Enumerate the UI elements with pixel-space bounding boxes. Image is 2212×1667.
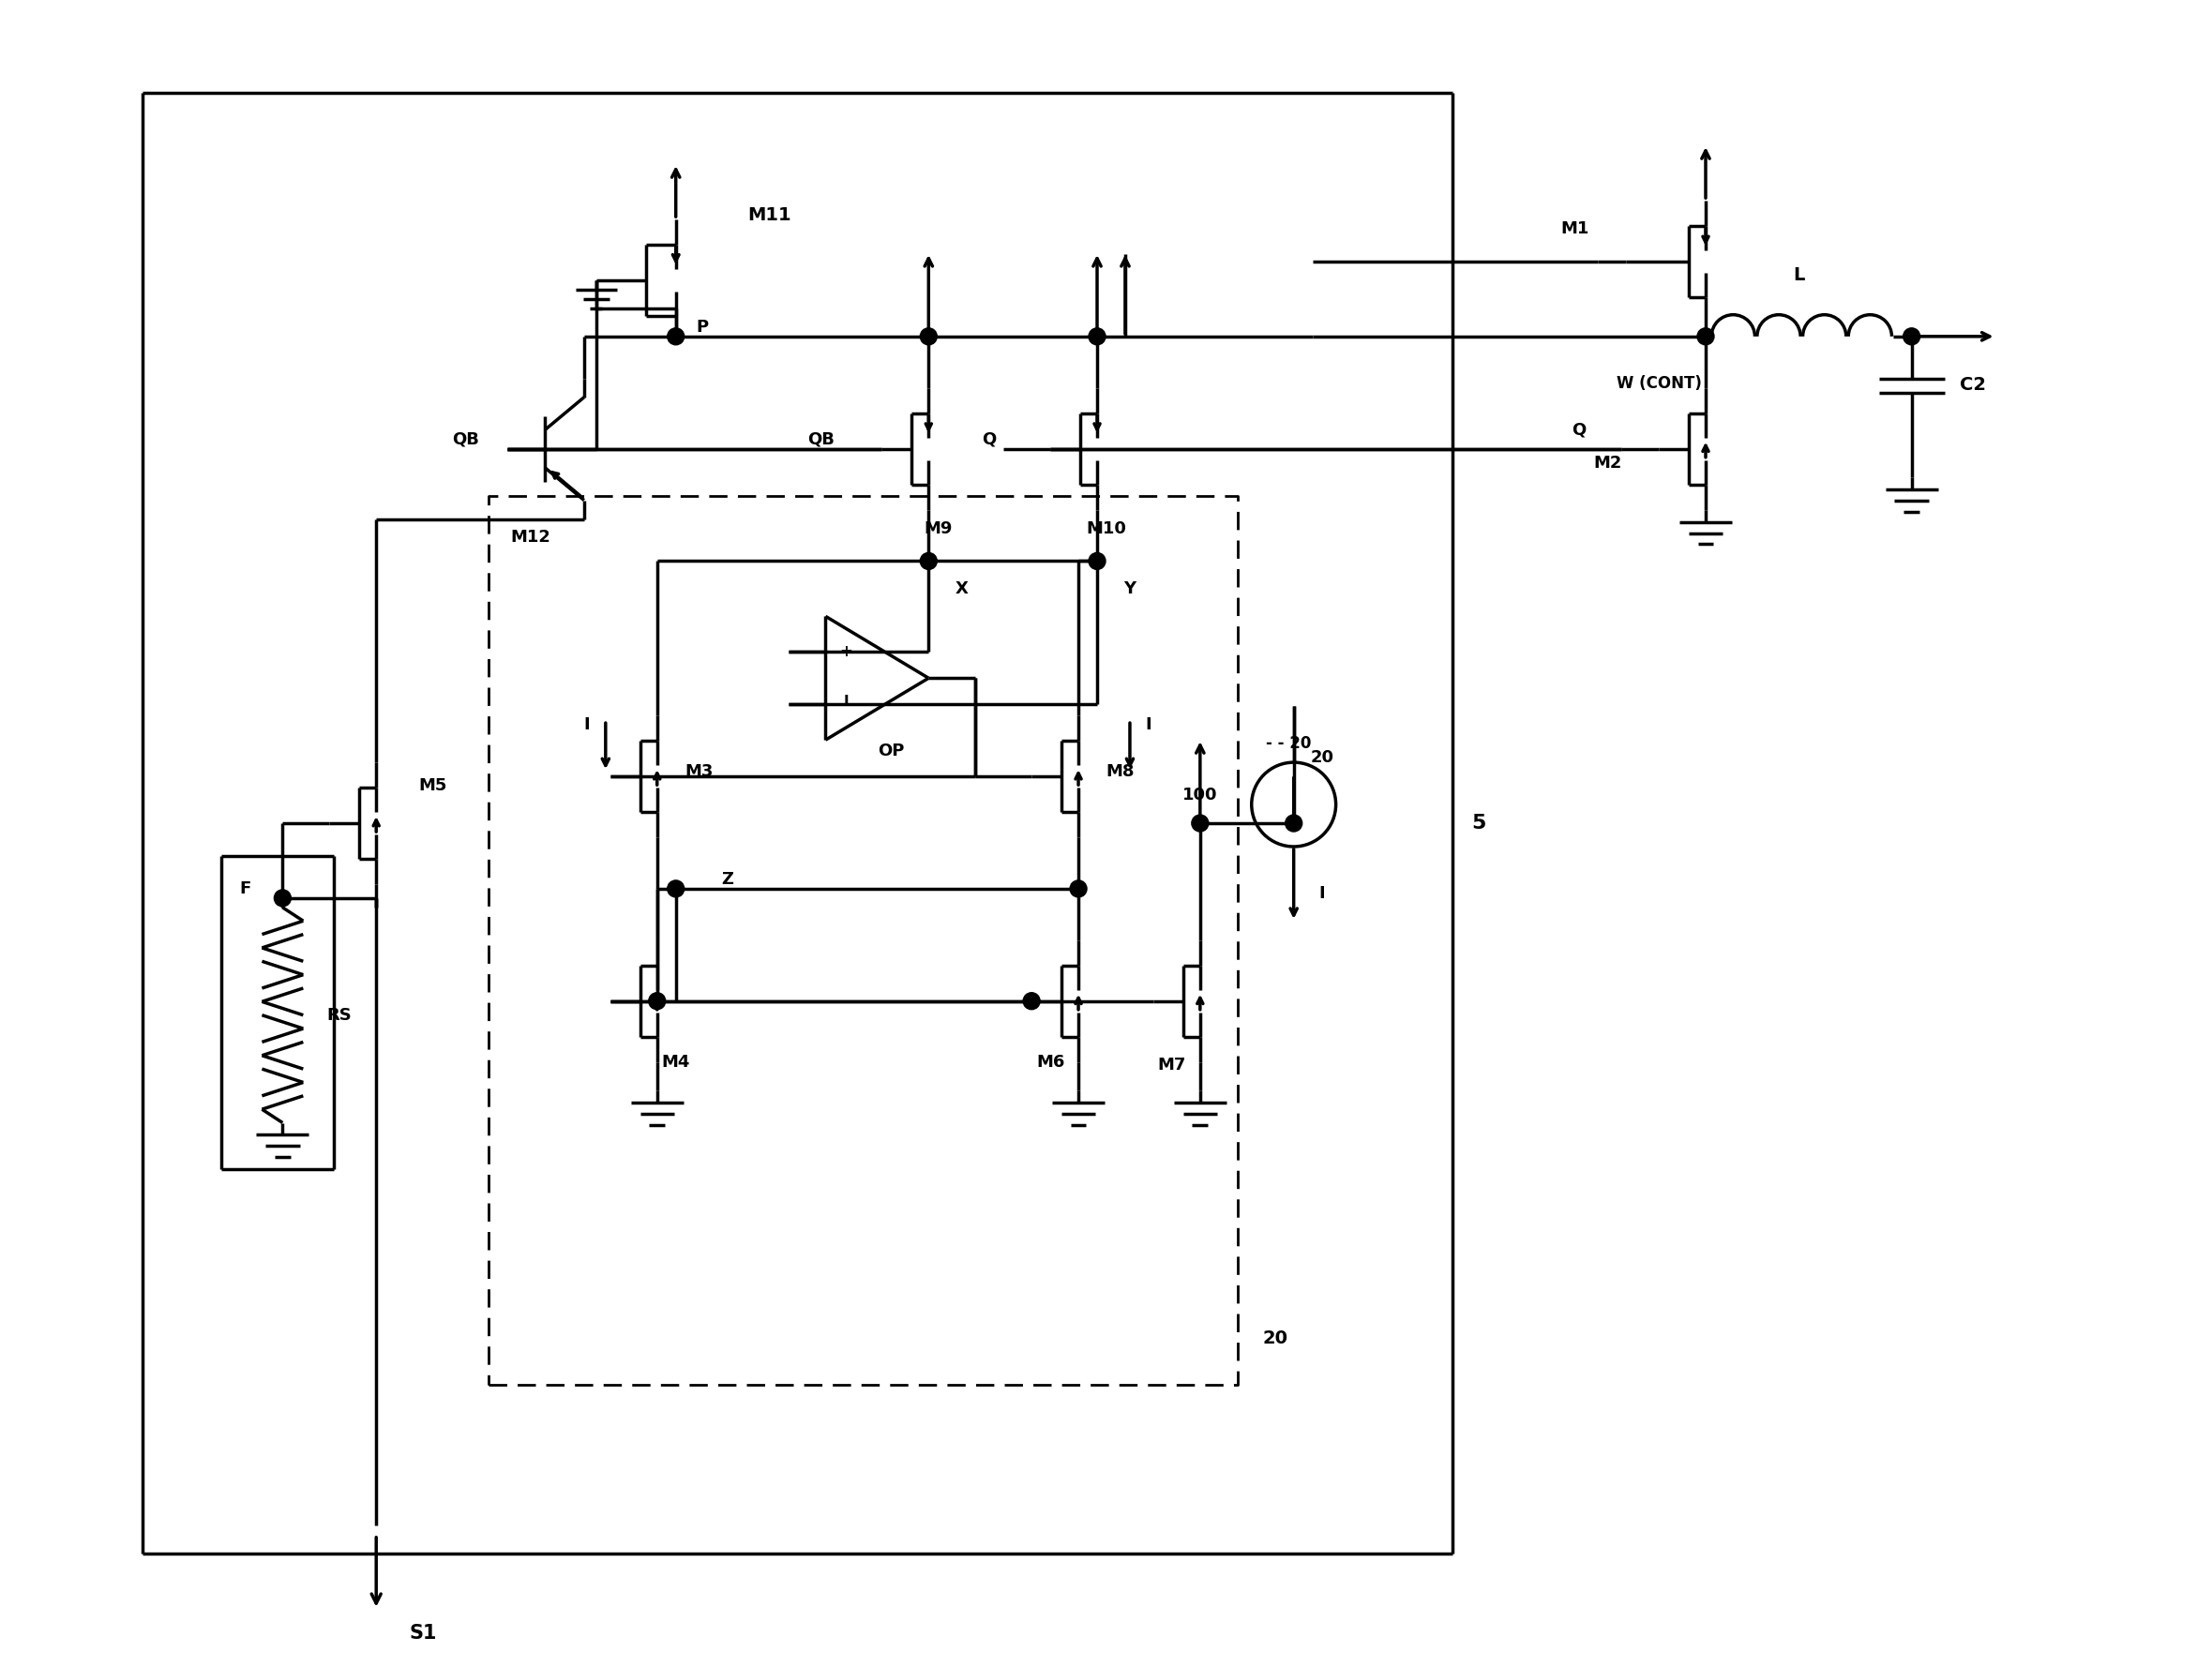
Text: Z: Z [721,870,734,889]
Text: F: F [239,880,250,897]
Text: - - 20: - - 20 [1265,735,1312,752]
Text: M2: M2 [1593,455,1621,472]
Circle shape [274,890,292,907]
Text: +: + [841,643,852,660]
Text: M9: M9 [925,520,951,537]
Text: M8: M8 [1106,763,1135,780]
Text: W (CONT): W (CONT) [1617,375,1701,392]
Text: 100: 100 [1183,787,1217,803]
Text: I: I [1146,717,1152,733]
Text: Q: Q [1573,422,1586,438]
Text: M6: M6 [1035,1054,1064,1070]
Text: M12: M12 [511,528,551,547]
Text: X: X [956,580,969,597]
Circle shape [1024,992,1040,1010]
Circle shape [1192,815,1208,832]
Text: M7: M7 [1157,1057,1186,1074]
Text: I: I [843,695,849,708]
Text: S1: S1 [409,1624,436,1642]
Text: Y: Y [1124,580,1137,597]
Text: OP: OP [878,743,905,760]
Circle shape [920,328,938,345]
Circle shape [648,992,666,1010]
Text: M3: M3 [686,763,714,780]
Text: I: I [584,717,591,733]
Text: M11: M11 [748,205,792,223]
Text: 5: 5 [1471,813,1486,832]
Circle shape [1088,328,1106,345]
Text: QB: QB [451,432,478,448]
Text: M4: M4 [661,1054,690,1070]
Text: P: P [697,318,708,335]
Circle shape [920,553,938,570]
Text: L: L [1794,267,1805,285]
Circle shape [668,328,684,345]
Text: RS: RS [325,1007,352,1024]
Text: Q: Q [982,432,998,448]
Text: 20: 20 [1310,748,1334,767]
Text: 20: 20 [1263,1329,1287,1347]
Circle shape [1697,328,1714,345]
Circle shape [1088,553,1106,570]
Circle shape [1285,815,1303,832]
Text: C2: C2 [1960,377,1986,393]
Text: M10: M10 [1086,520,1126,537]
Circle shape [1071,880,1086,897]
Circle shape [668,880,684,897]
Text: QB: QB [807,432,834,448]
Circle shape [1902,328,1920,345]
Text: M1: M1 [1559,220,1588,237]
Text: M5: M5 [418,777,447,793]
Text: I: I [1318,885,1325,902]
